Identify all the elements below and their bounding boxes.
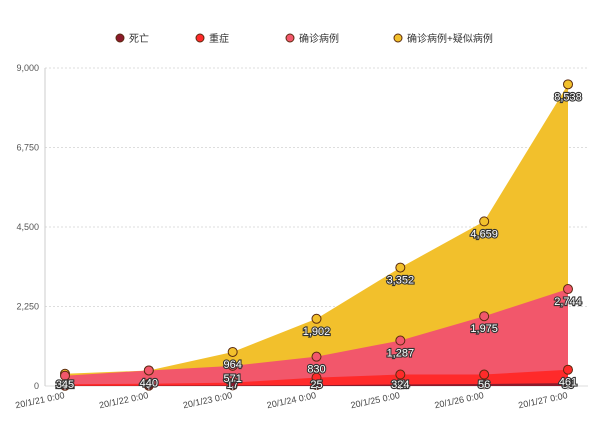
data-label: 8,538 (554, 91, 582, 103)
legend-item: 死亡 (115, 32, 149, 45)
legend-item: 确诊病例+疑似病例 (393, 32, 493, 45)
legend-label: 死亡 (129, 32, 149, 45)
y-tick-label: 4,500 (16, 222, 39, 232)
x-tick-label: 20/1/21 0:00 (14, 390, 65, 410)
legend-marker (393, 33, 403, 43)
data-point (311, 351, 322, 362)
x-tick-label: 20/1/24 0:00 (266, 390, 317, 410)
legend-marker (285, 33, 295, 43)
legend-label: 确诊病例 (299, 32, 339, 45)
legend-item: 确诊病例 (285, 32, 339, 45)
data-label: 80 (562, 379, 574, 391)
data-point (311, 313, 322, 324)
data-point (479, 311, 490, 322)
data-label: 1,902 (303, 326, 331, 338)
y-axis: 0 2,250 4,500 6,750 9,000 (16, 63, 46, 391)
data-point (227, 346, 238, 357)
x-tick-label: 20/1/25 0:00 (350, 390, 401, 410)
data-label: 830 (307, 364, 325, 376)
data-labels: 9 17 25 41 56 80 324 461 291 440 571 830 1,287 1,975 2… (55, 90, 583, 392)
area-2 (65, 289, 568, 386)
data-label: 571 (223, 373, 241, 385)
data-point (395, 335, 406, 346)
data-point (563, 364, 573, 375)
data-label: 9 (146, 379, 152, 391)
data-label: 291 (56, 379, 74, 391)
data-point (143, 380, 154, 391)
data-label: 440 (140, 377, 158, 389)
data-label: 4,659 (470, 228, 498, 240)
y-tick-label: 6,750 (16, 143, 39, 153)
data-point (227, 360, 238, 371)
x-tick-label: 20/1/23 0:00 (182, 390, 233, 410)
data-label: 440 (140, 377, 158, 389)
data-label: 345 (56, 379, 74, 391)
y-tick-label: 9,000 (16, 63, 39, 73)
data-label: 3,352 (387, 275, 415, 287)
area-0 (65, 383, 568, 386)
legend-marker (115, 33, 125, 43)
data-point (395, 262, 406, 273)
x-tick-label: 20/1/26 0:00 (434, 390, 485, 410)
data-point (143, 365, 154, 376)
legend: 死亡 重症 确诊病例 确诊病例+疑似病例 (115, 32, 493, 45)
data-label: 324 (391, 379, 409, 391)
data-point (479, 369, 490, 380)
data-label: 25 (310, 379, 322, 391)
data-point (395, 369, 406, 380)
y-tick-label: 0 (34, 381, 39, 391)
x-tick-label: 20/1/27 0:00 (517, 390, 568, 410)
data-point (479, 216, 490, 227)
legend-label: 确诊病例+疑似病例 (407, 32, 493, 45)
data-point (60, 380, 70, 391)
x-tick-label: 20/1/22 0:00 (98, 390, 149, 410)
legend-label: 重症 (209, 32, 229, 45)
data-label: 1,287 (387, 348, 415, 360)
data-label: 964 (223, 359, 241, 371)
data-label: 41 (394, 379, 406, 391)
y-tick-label: 2,250 (16, 302, 39, 312)
data-label: 17 (227, 379, 239, 391)
data-point (563, 79, 573, 90)
series-points (60, 79, 573, 391)
data-label: 461 (559, 377, 577, 389)
legend-item: 重症 (195, 32, 229, 45)
data-point (563, 284, 573, 295)
data-label: 1,975 (470, 323, 498, 335)
data-label: 56 (478, 379, 490, 391)
legend-marker (195, 33, 205, 43)
area-3 (65, 84, 568, 386)
data-label: 2,744 (554, 296, 582, 308)
